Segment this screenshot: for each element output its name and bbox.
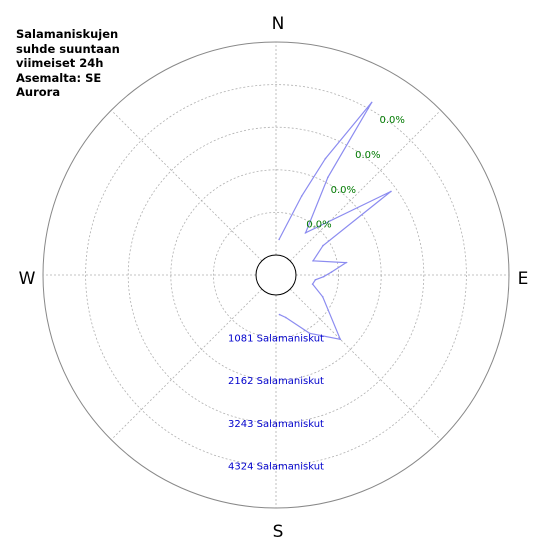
data-point-2: [300, 195, 303, 197]
ring-count-label: 4324 Salamaniskut: [228, 461, 324, 472]
title-line-2: suhde suuntaan: [16, 41, 120, 56]
compass-east-label: E: [518, 269, 529, 289]
data-point-4: [370, 101, 373, 104]
ring-count-label: 1081 Salamaniskut: [228, 334, 324, 345]
grid-ring-3: [127, 126, 425, 424]
data-point-17: [308, 332, 311, 335]
title-line-3: viimeiset 24h: [16, 56, 104, 70]
data-point-5: [327, 176, 329, 179]
spoke-135: [275, 274, 442, 441]
ring-count-label: 2162 Salamaniskut: [228, 376, 324, 387]
ring-percent-label: 0.0%: [355, 150, 380, 161]
data-point-18: [285, 316, 287, 319]
data-point-7: [390, 190, 392, 193]
compass-west-label: W: [19, 269, 36, 289]
ring-percent-label: 0.0%: [331, 185, 356, 196]
data-point-10: [345, 261, 347, 264]
data-point-8: [322, 244, 324, 247]
data-point-6: [304, 232, 307, 234]
chart-title: Salamaniskujen suhde suuntaan viimeiset …: [16, 27, 120, 100]
compass-south-label: S: [273, 522, 284, 542]
data-point-11: [330, 271, 333, 273]
grid-ring-1: [212, 211, 339, 338]
spoke-315: [110, 109, 277, 276]
spoke-225: [110, 274, 277, 441]
data-point-13: [314, 279, 317, 281]
ring-count-label: 3243 Salamaniskut: [228, 419, 324, 430]
title-line-4: Asemalta: SE: [16, 70, 102, 85]
data-point-1: [278, 238, 280, 241]
data-point-16: [339, 338, 342, 341]
data-point-9: [312, 260, 314, 262]
spoke-45: [275, 109, 442, 276]
data-point-3: [324, 157, 327, 160]
data-point-15: [321, 296, 324, 298]
ring-labels: 0.0% 1081 Salamaniskut 0.0% 2162 Salamanisk…: [228, 115, 405, 472]
polar-grid: [42, 41, 510, 509]
series-layer: [255, 101, 392, 341]
title-line-1: Salamaniskujen: [16, 27, 119, 41]
compass-north-label: N: [272, 14, 285, 34]
data-point-14: [311, 283, 314, 285]
data-point-12: [322, 275, 325, 278]
ring-percent-label: 0.0%: [379, 115, 404, 126]
series-line-1: [278, 102, 392, 341]
station-circle: [255, 254, 297, 296]
grid-ring-4: [85, 84, 467, 466]
title-line-5: Aurora: [16, 85, 61, 99]
ring-percent-label: 0.0%: [306, 220, 331, 231]
data-point-19: [278, 313, 281, 316]
